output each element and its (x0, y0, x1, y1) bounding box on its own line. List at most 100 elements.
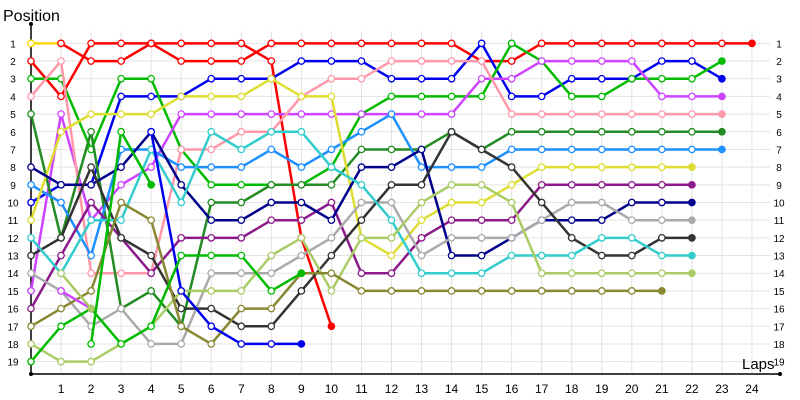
data-point (627, 234, 636, 242)
data-point (327, 198, 336, 207)
data-point (87, 340, 95, 348)
data-point (357, 127, 366, 136)
data-point (207, 163, 216, 171)
y-tick-label-right: 11 (774, 216, 785, 227)
data-point (567, 110, 576, 118)
data-point (207, 322, 216, 331)
data-point (327, 269, 336, 278)
y-tick-label-left: 6 (10, 128, 16, 139)
data-point (658, 216, 666, 225)
data-point (207, 340, 216, 348)
data-point (27, 74, 35, 83)
data-point (507, 251, 516, 260)
data-point (658, 57, 666, 65)
data-point (237, 92, 246, 101)
y-tick-label-left: 15 (7, 287, 19, 298)
data-point (417, 110, 426, 118)
data-point (658, 39, 666, 48)
data-point (447, 180, 456, 189)
data-point (87, 180, 95, 189)
x-tick-label: 16 (505, 382, 519, 396)
data-point (537, 180, 546, 189)
data-point (688, 198, 696, 207)
data-point (627, 251, 636, 260)
data-point (507, 287, 516, 295)
data-point (57, 269, 65, 278)
x-tick-label: 14 (445, 382, 459, 396)
y-tick-label-right: 4 (776, 92, 782, 103)
data-point (597, 269, 606, 278)
data-point (177, 322, 186, 331)
data-point (297, 57, 306, 65)
data-point (237, 340, 246, 348)
series-13 (27, 127, 696, 331)
series-11 (27, 127, 696, 260)
data-point (537, 269, 546, 278)
data-point (688, 39, 696, 48)
x-tick-label: 7 (238, 382, 245, 396)
data-point (327, 322, 336, 331)
data-point (537, 110, 546, 118)
data-point (87, 110, 95, 118)
data-point (567, 127, 576, 136)
x-tick-label: 23 (715, 382, 729, 396)
y-tick-label-right: 1 (776, 39, 782, 50)
data-point (327, 145, 336, 154)
data-point (57, 198, 65, 207)
data-point (658, 287, 666, 295)
data-point (387, 180, 396, 189)
y-tick-label-right: 13 (773, 252, 785, 263)
data-point (57, 39, 65, 48)
data-point (387, 57, 396, 65)
x-tick-label: 12 (385, 382, 399, 396)
data-point (117, 198, 125, 207)
data-point (27, 110, 35, 118)
data-point (748, 39, 756, 48)
series-line (31, 42, 723, 187)
data-point (177, 110, 186, 118)
data-point (447, 57, 456, 65)
data-point (147, 127, 156, 136)
data-point (207, 127, 216, 136)
data-point (537, 287, 546, 295)
data-point (357, 74, 366, 83)
data-point (627, 39, 636, 48)
data-point (567, 287, 576, 295)
data-point (207, 110, 216, 118)
series-line (29, 113, 722, 328)
data-point (267, 180, 276, 189)
data-point (147, 269, 156, 278)
series-line (60, 272, 93, 310)
data-point (267, 145, 276, 154)
x-tick-label: 19 (595, 382, 609, 396)
data-point (597, 163, 606, 171)
data-point (597, 216, 606, 225)
data-point (627, 180, 636, 189)
data-point (57, 304, 65, 313)
data-point (477, 92, 486, 101)
data-point (477, 234, 486, 242)
data-point (327, 92, 336, 101)
data-point (57, 180, 65, 189)
data-point (87, 251, 95, 260)
data-point (327, 74, 336, 83)
x-tick-label: 6 (208, 382, 215, 396)
data-point (688, 110, 696, 118)
data-point (688, 74, 696, 83)
series-line (30, 254, 303, 363)
y-tick-label-left: 11 (8, 216, 19, 227)
x-axis-title: Laps (742, 356, 775, 373)
data-point (207, 180, 216, 189)
data-point (688, 180, 696, 189)
data-point (57, 251, 65, 260)
series-line (30, 201, 662, 346)
data-point (297, 163, 306, 171)
data-point (658, 180, 666, 189)
series-21 (87, 127, 156, 348)
data-point (387, 287, 396, 295)
y-tick-label-right: 16 (773, 305, 785, 316)
data-point (237, 127, 246, 136)
data-point (658, 145, 666, 154)
data-point (297, 110, 306, 118)
